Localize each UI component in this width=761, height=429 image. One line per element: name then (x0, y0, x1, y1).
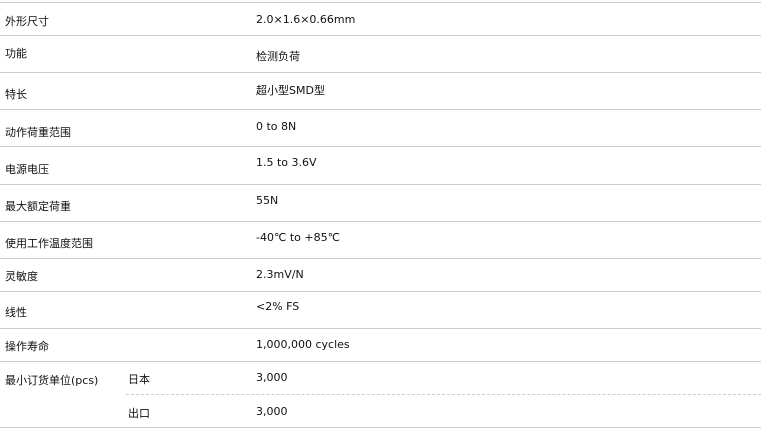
spec-row: 最大额定荷重 55N (0, 185, 761, 222)
spec-row: 使用工作温度范围 -40℃ to +85℃ (0, 222, 761, 259)
spec-label: 功能 (5, 47, 27, 60)
moq-region: 日本 (128, 373, 150, 386)
spec-value: 超小型SMD型 (256, 84, 325, 97)
spec-row: 外形尺寸 2.0×1.6×0.66mm (0, 3, 761, 36)
spec-label: 特长 (5, 88, 27, 101)
spec-value: -40℃ to +85℃ (256, 231, 340, 244)
spec-row: 特长 超小型SMD型 (0, 73, 761, 110)
spec-label: 操作寿命 (5, 340, 49, 353)
spec-row: 线性 <2% FS (0, 292, 761, 329)
moq-row: 最小订货单位(pcs) 日本 3,000 出口 3,000 (0, 362, 761, 428)
spec-label: 电源电压 (5, 163, 49, 176)
spec-value: 1,000,000 cycles (256, 338, 350, 351)
spec-row: 灵敏度 2.3mV/N (0, 259, 761, 292)
spec-value: <2% FS (256, 300, 300, 313)
spec-label: 动作荷重范围 (5, 126, 71, 139)
spec-value: 检测负荷 (256, 50, 300, 63)
moq-value: 3,000 (256, 371, 288, 384)
spec-label: 外形尺寸 (5, 15, 49, 28)
spec-label: 线性 (5, 306, 27, 319)
moq-value: 3,000 (256, 405, 288, 418)
spec-value: 1.5 to 3.6V (256, 156, 317, 169)
moq-subrow-export: 出口 3,000 (126, 395, 761, 427)
spec-label: 使用工作温度范围 (5, 237, 93, 250)
spec-value: 2.0×1.6×0.66mm (256, 13, 356, 26)
spec-value: 55N (256, 194, 279, 207)
spec-value: 0 to 8N (256, 120, 297, 133)
spec-label: 灵敏度 (5, 270, 38, 283)
spec-label: 最大额定荷重 (5, 200, 71, 213)
spec-value: 2.3mV/N (256, 268, 304, 281)
moq-region: 出口 (128, 407, 150, 420)
spec-row: 电源电压 1.5 to 3.6V (0, 147, 761, 185)
moq-label: 最小订货单位(pcs) (5, 374, 99, 387)
spec-row: 功能 检测负荷 (0, 36, 761, 73)
moq-subrow-japan: 日本 3,000 (126, 362, 761, 395)
spec-row: 动作荷重范围 0 to 8N (0, 110, 761, 147)
spec-row: 操作寿命 1,000,000 cycles (0, 329, 761, 362)
